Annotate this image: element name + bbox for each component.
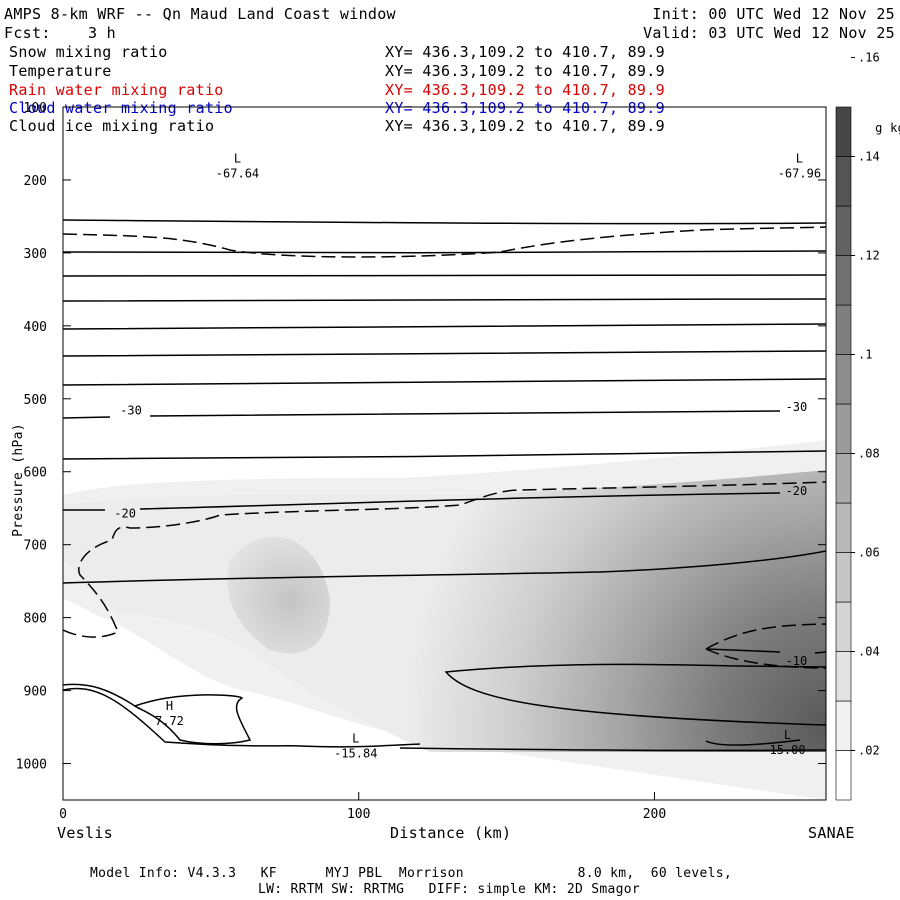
colorbar-segment xyxy=(835,502,852,553)
colorbar-tick-label: .02 xyxy=(858,744,880,758)
isotherms xyxy=(63,219,826,752)
extremum-value: 7.72 xyxy=(155,714,184,728)
y-tick-label: 300 xyxy=(24,247,47,262)
colorbar-tick-label: .16 xyxy=(858,51,880,65)
colorbar-tick-label: .08 xyxy=(858,447,880,461)
y-tick-label: 500 xyxy=(24,393,47,408)
field-xy-cloud-ice: XY= 436.3,109.2 to 410.7, 89.9 xyxy=(385,117,665,135)
snow-shading-main xyxy=(63,470,826,752)
colorbar-tick-label: .12 xyxy=(858,249,880,263)
y-tick-label: 200 xyxy=(24,174,47,189)
x-tick-label: 200 xyxy=(643,807,666,822)
colorbar-segment xyxy=(835,453,852,504)
colorbar-segment xyxy=(835,651,852,702)
extremum-symbol: L xyxy=(784,728,791,742)
extremum-value: -67.64 xyxy=(216,167,259,181)
y-tick-label: 1000 xyxy=(16,758,47,773)
physics-info: LW: RRTM SW: RRTMG DIFF: simple KM: 2D S… xyxy=(258,882,640,897)
y-tick-label: 800 xyxy=(24,612,47,627)
contour-label: -30 xyxy=(120,404,142,418)
colorbar-segment xyxy=(835,601,852,652)
colorbar-segment xyxy=(835,304,852,355)
extremum-symbol: L xyxy=(796,152,803,166)
x-axis-label: Distance (km) xyxy=(390,824,512,842)
field-name-rain: Rain water mixing ratio xyxy=(9,81,224,99)
forecast-hour: Fcst: 3 h xyxy=(4,24,116,42)
x-tick-label: 0 xyxy=(59,807,67,822)
extremum-value: -15.84 xyxy=(334,747,377,761)
init-time: Init: 00 UTC Wed 12 Nov 25 xyxy=(652,5,895,23)
y-tick-label: 400 xyxy=(24,320,47,335)
dashed-contours xyxy=(63,226,826,669)
field-xy-snow: XY= 436.3,109.2 to 410.7, 89.9 xyxy=(385,43,665,61)
chart-title: AMPS 8-km WRF -- Qn Maud Land Coast wind… xyxy=(4,5,396,23)
snow-shading-outer xyxy=(63,440,826,800)
colorbar-tick-label: .1 xyxy=(858,348,872,362)
extremum-symbol: H xyxy=(166,699,173,713)
field-name-snow: Snow mixing ratio xyxy=(9,43,168,61)
y-tick-label: 600 xyxy=(24,466,47,481)
colorbar-segment xyxy=(835,700,852,751)
field-xy-cloud-water: XY= 436.3,109.2 to 410.7, 89.9 xyxy=(385,99,665,117)
field-name-cloud-water: Cloud water mixing ratio xyxy=(9,99,233,117)
left-endpoint-label: Veslis xyxy=(57,824,113,842)
y-axis-label: Pressure (hPa) xyxy=(10,423,26,537)
colorbar-segment xyxy=(835,156,852,207)
field-xy-rain: XY= 436.3,109.2 to 410.7, 89.9 xyxy=(385,81,665,99)
colorbar-segment xyxy=(835,354,852,405)
colorbar-segment xyxy=(835,552,852,603)
extremum-value: 15.00 xyxy=(769,743,805,757)
snow-shading-left-lobe xyxy=(227,536,330,654)
extremum-value: -67.96 xyxy=(778,167,821,181)
colorbar-tick-label: .14 xyxy=(858,150,880,164)
colorbar-segment xyxy=(835,750,852,801)
valid-time: Valid: 03 UTC Wed 12 Nov 25 xyxy=(643,24,895,42)
extremum-symbol: L xyxy=(352,732,359,746)
y-tick-label: 900 xyxy=(24,685,47,700)
colorbar-segment xyxy=(835,403,852,454)
colorbar-units: g kg-1 xyxy=(860,101,900,136)
colorbar-segment xyxy=(835,255,852,306)
field-name-temperature: Temperature xyxy=(9,62,112,80)
plot-frame xyxy=(62,106,827,801)
right-endpoint-label: SANAE xyxy=(808,824,855,842)
contour-label: -30 xyxy=(786,400,808,414)
contour-label: -10 xyxy=(786,654,808,668)
model-info: Model Info: V4.3.3 KF MYJ PBL Morrison 8… xyxy=(90,866,733,881)
colorbar-tick-label: .04 xyxy=(858,645,880,659)
colorbar-segment xyxy=(835,106,852,157)
extremum-symbol: L xyxy=(234,152,241,166)
colorbar-segment xyxy=(835,205,852,256)
colorbar-units-text: g kg xyxy=(875,121,900,135)
y-tick-label: 700 xyxy=(24,539,47,554)
field-xy-temperature: XY= 436.3,109.2 to 410.7, 89.9 xyxy=(385,62,665,80)
contour-label: -20 xyxy=(114,507,136,521)
field-name-cloud-ice: Cloud ice mixing ratio xyxy=(9,117,215,135)
x-tick-label: 100 xyxy=(347,807,370,822)
colorbar-tick-label: .06 xyxy=(858,546,880,560)
contour-label: -20 xyxy=(786,484,808,498)
